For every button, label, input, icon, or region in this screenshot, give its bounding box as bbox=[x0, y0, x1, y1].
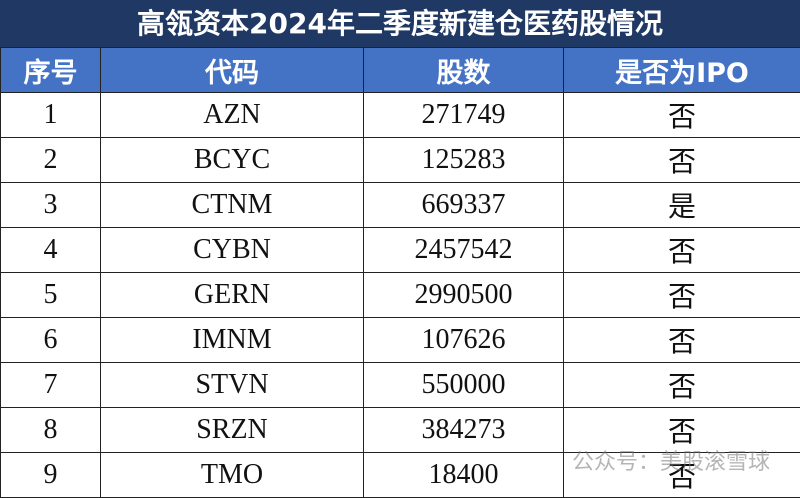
table-row: 8 SRZN 384273 否 bbox=[0, 407, 800, 453]
table-row: 5 GERN 2990500 否 bbox=[0, 272, 800, 318]
table-cell: 125283 bbox=[363, 137, 564, 183]
table-cell: CYBN bbox=[100, 227, 364, 273]
table-cell: 7 bbox=[0, 362, 101, 408]
table-cell: 18400 bbox=[363, 452, 564, 498]
table-cell: GERN bbox=[100, 272, 364, 318]
table-cell: SRZN bbox=[100, 407, 364, 453]
table-cell: 否 bbox=[563, 272, 800, 318]
table-cell: 1 bbox=[0, 92, 101, 138]
table-cell: 8 bbox=[0, 407, 101, 453]
column-header: 代码 bbox=[100, 47, 364, 93]
table-row: 2 BCYC 125283 否 bbox=[0, 137, 800, 183]
table-row: 7 STVN 550000 否 bbox=[0, 362, 800, 408]
table-cell: BCYC bbox=[100, 137, 364, 183]
table-row: 1 AZN 271749 否 bbox=[0, 92, 800, 138]
table-row: 9 TMO 18400 否 bbox=[0, 452, 800, 498]
table-cell: 是 bbox=[563, 182, 800, 228]
table-cell: 否 bbox=[563, 137, 800, 183]
table-cell: 669337 bbox=[363, 182, 564, 228]
column-header: 序号 bbox=[0, 47, 101, 93]
table-cell: 4 bbox=[0, 227, 101, 273]
table-cell: 否 bbox=[563, 227, 800, 273]
column-header: 股数 bbox=[363, 47, 564, 93]
table-cell: 2990500 bbox=[363, 272, 564, 318]
table-cell: 3 bbox=[0, 182, 101, 228]
table-cell: 107626 bbox=[363, 317, 564, 363]
table-cell: 2 bbox=[0, 137, 101, 183]
table-cell: 384273 bbox=[363, 407, 564, 453]
data-table: 序号 代码 股数 是否为IPO 1 AZN 271749 否 2 BCYC 125283 否 3 CTN… bbox=[0, 47, 800, 498]
table-row: 6 IMNM 107626 否 bbox=[0, 317, 800, 363]
table-cell: 550000 bbox=[363, 362, 564, 408]
table-cell: 2457542 bbox=[363, 227, 564, 273]
table-cell: 否 bbox=[563, 362, 800, 408]
table-body: 1 AZN 271749 否 2 BCYC 125283 否 3 CTNM 669337 是 4 CYBN… bbox=[0, 92, 800, 498]
table-cell: 否 bbox=[563, 452, 800, 498]
table-title: 高瓴资本2024年二季度新建仓医药股情况 bbox=[0, 0, 800, 47]
table-cell: STVN bbox=[100, 362, 364, 408]
column-header: 是否为IPO bbox=[563, 47, 800, 93]
table-cell: CTNM bbox=[100, 182, 364, 228]
table-cell: 否 bbox=[563, 92, 800, 138]
table-row: 4 CYBN 2457542 否 bbox=[0, 227, 800, 273]
table-cell: 9 bbox=[0, 452, 101, 498]
table-cell: 否 bbox=[563, 317, 800, 363]
table-cell: 6 bbox=[0, 317, 101, 363]
table-cell: AZN bbox=[100, 92, 364, 138]
table-cell: IMNM bbox=[100, 317, 364, 363]
table-cell: TMO bbox=[100, 452, 364, 498]
watermark: 公众号：美股滚雪球 bbox=[571, 450, 770, 475]
table-cell: 5 bbox=[0, 272, 101, 318]
table-cell: 271749 bbox=[363, 92, 564, 138]
header-row: 序号 代码 股数 是否为IPO bbox=[0, 47, 800, 93]
table-row: 3 CTNM 669337 是 bbox=[0, 182, 800, 228]
